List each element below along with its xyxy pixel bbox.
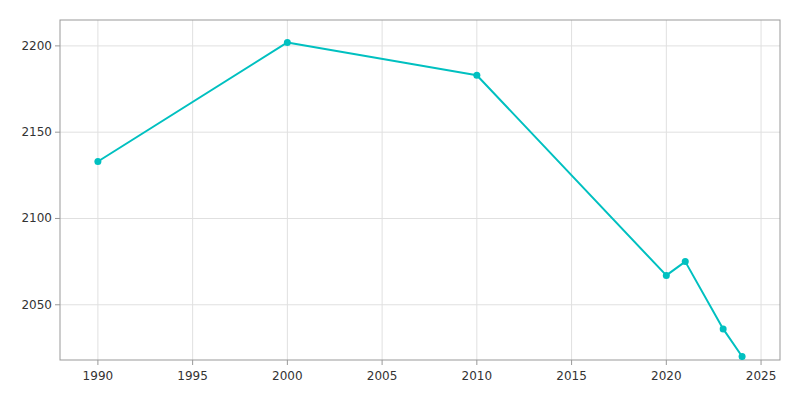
x-tick	[761, 360, 762, 365]
y-tick	[55, 45, 60, 46]
x-tick-label: 2005	[367, 369, 398, 383]
plot-frame	[60, 20, 780, 360]
x-tick-label: 1990	[83, 369, 114, 383]
chart-svg: 1990 1995 2000 2005 2010 2015 2020 2025 2050 2100…	[0, 0, 800, 400]
x-tick	[571, 360, 572, 365]
point	[739, 353, 746, 360]
x-tick-label: 2000	[272, 369, 303, 383]
point	[284, 39, 291, 46]
x-tick	[666, 360, 667, 365]
x-grid-line	[382, 20, 383, 360]
x-grid-line	[571, 20, 572, 360]
grid	[60, 20, 780, 360]
y-tick	[55, 218, 60, 219]
y-tick-label: 2150	[21, 125, 52, 139]
y-grid-line	[60, 218, 780, 219]
x-tick	[476, 360, 477, 365]
x-tick	[97, 360, 98, 365]
y-grid-line	[60, 45, 780, 46]
x-grid-line	[97, 20, 98, 360]
y-tick-label: 2100	[21, 211, 52, 225]
x-grid-line	[666, 20, 667, 360]
x-grid-line	[287, 20, 288, 360]
line	[98, 42, 742, 356]
y-grid-line	[60, 304, 780, 305]
point	[682, 258, 689, 265]
point	[473, 72, 480, 79]
x-tick	[382, 360, 383, 365]
point	[94, 158, 101, 165]
point	[663, 272, 670, 279]
x-tick-label: 2025	[746, 369, 777, 383]
x-tick	[192, 360, 193, 365]
y-tick-label: 2050	[21, 298, 52, 312]
x-tick-label: 1995	[177, 369, 208, 383]
chart-container: 1990 1995 2000 2005 2010 2015 2020 2025 2050 2100…	[0, 0, 800, 400]
y-grid-line	[60, 132, 780, 133]
x-tick-label: 2015	[556, 369, 587, 383]
x-grid-line	[476, 20, 477, 360]
x-grid-line	[192, 20, 193, 360]
x-tick-label: 2010	[462, 369, 493, 383]
point	[720, 325, 727, 332]
y-tick-label: 2200	[21, 39, 52, 53]
y-tick	[55, 132, 60, 133]
x-tick	[287, 360, 288, 365]
x-tick-label: 2020	[651, 369, 682, 383]
x-grid-line	[761, 20, 762, 360]
series	[94, 39, 745, 360]
axes: 1990 1995 2000 2005 2010 2015 2020 2025 2050 2100…	[21, 39, 776, 383]
y-tick	[55, 304, 60, 305]
